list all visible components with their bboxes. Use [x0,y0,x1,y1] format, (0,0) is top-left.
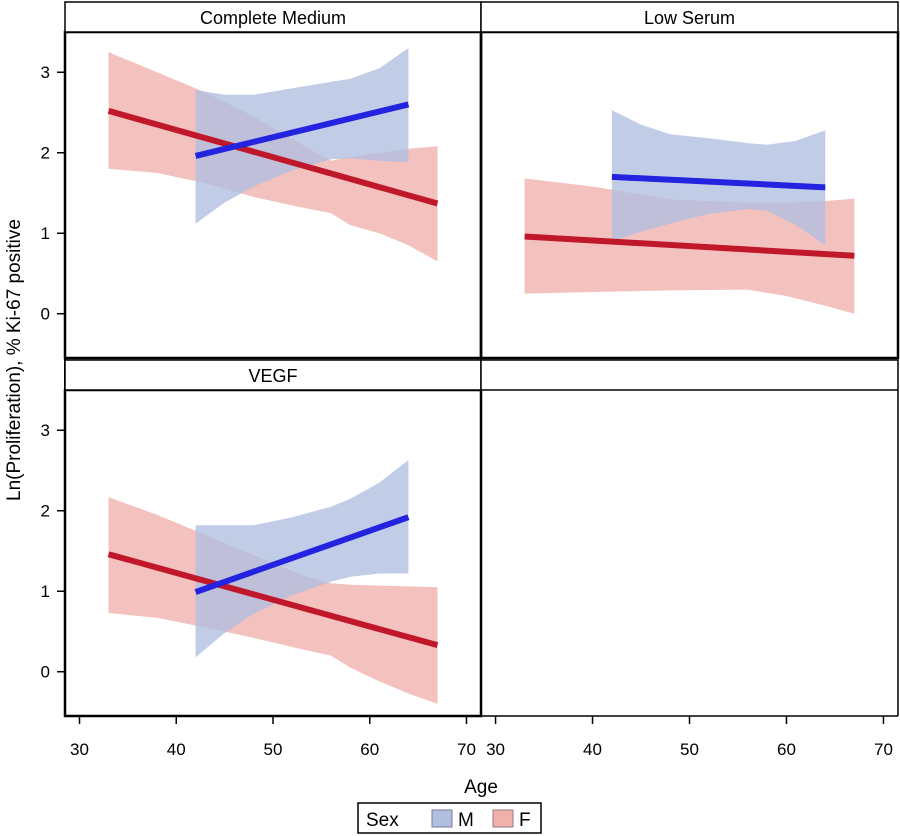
x-tick-label-col1-30: 30 [70,740,89,759]
panel-header-empty [480,359,899,391]
legend-label-m: M [458,810,474,831]
x-tick-label-col2-40: 40 [583,740,602,759]
line-low-serum-m [611,173,826,191]
x-tick-label-col1-40: 40 [167,740,186,759]
panel-header-low-serum [480,1,899,33]
legend-swatch-f [492,809,514,828]
panel-headers: Complete Medium Low Serum VEGF [64,1,899,391]
x-tick-label-col2-60: 60 [777,740,796,759]
y-tick-label-vegf-1: 1 [41,582,50,601]
panel-title-complete-medium: Complete Medium [200,8,346,28]
x-tick-label-col1-70: 70 [457,740,476,759]
panel-header-complete-medium [64,1,482,33]
line-vegf-f [107,551,439,649]
y-tick-label-vegf-0: 0 [41,663,50,682]
legend: Sex M F [357,802,542,834]
y-axis-title: Ln(Proliferation), % Ki-67 positive [4,219,25,501]
x-tick-label-col2-30: 30 [486,740,505,759]
legend-swatch-m [431,809,453,828]
regression-lines [107,101,855,649]
x-tick-label-col2-70: 70 [874,740,893,759]
x-axis-title: Age [464,777,498,798]
x-tick-label-col2-50: 50 [680,740,699,759]
line-vegf-m [194,514,410,595]
x-tick-label-col1-60: 60 [360,740,379,759]
y-tick-label-complete-medium-2: 2 [41,144,50,163]
y-tick-label-complete-medium-0: 0 [41,305,50,324]
legend-label-f: F [519,810,531,831]
band-complete-medium-m [195,48,409,224]
y-tick-label-complete-medium-1: 1 [41,224,50,243]
line-complete-medium-f [107,107,439,207]
panel-title-vegf: VEGF [248,366,297,386]
line-low-serum-f [524,233,855,259]
x-tick-label-col1-50: 50 [264,740,283,759]
y-tick-label-vegf-2: 2 [41,502,50,521]
y-tick-label-vegf-3: 3 [41,421,50,440]
legend-frame [357,802,542,834]
legend-title: Sex [366,810,399,831]
panel-title-low-serum: Low Serum [644,8,735,28]
band-low-serum-m [611,110,826,246]
y-tick-label-complete-medium-3: 3 [41,63,50,82]
line-complete-medium-m [194,101,410,159]
band-vegf-m [195,460,409,658]
panel-header-vegf [64,359,482,391]
